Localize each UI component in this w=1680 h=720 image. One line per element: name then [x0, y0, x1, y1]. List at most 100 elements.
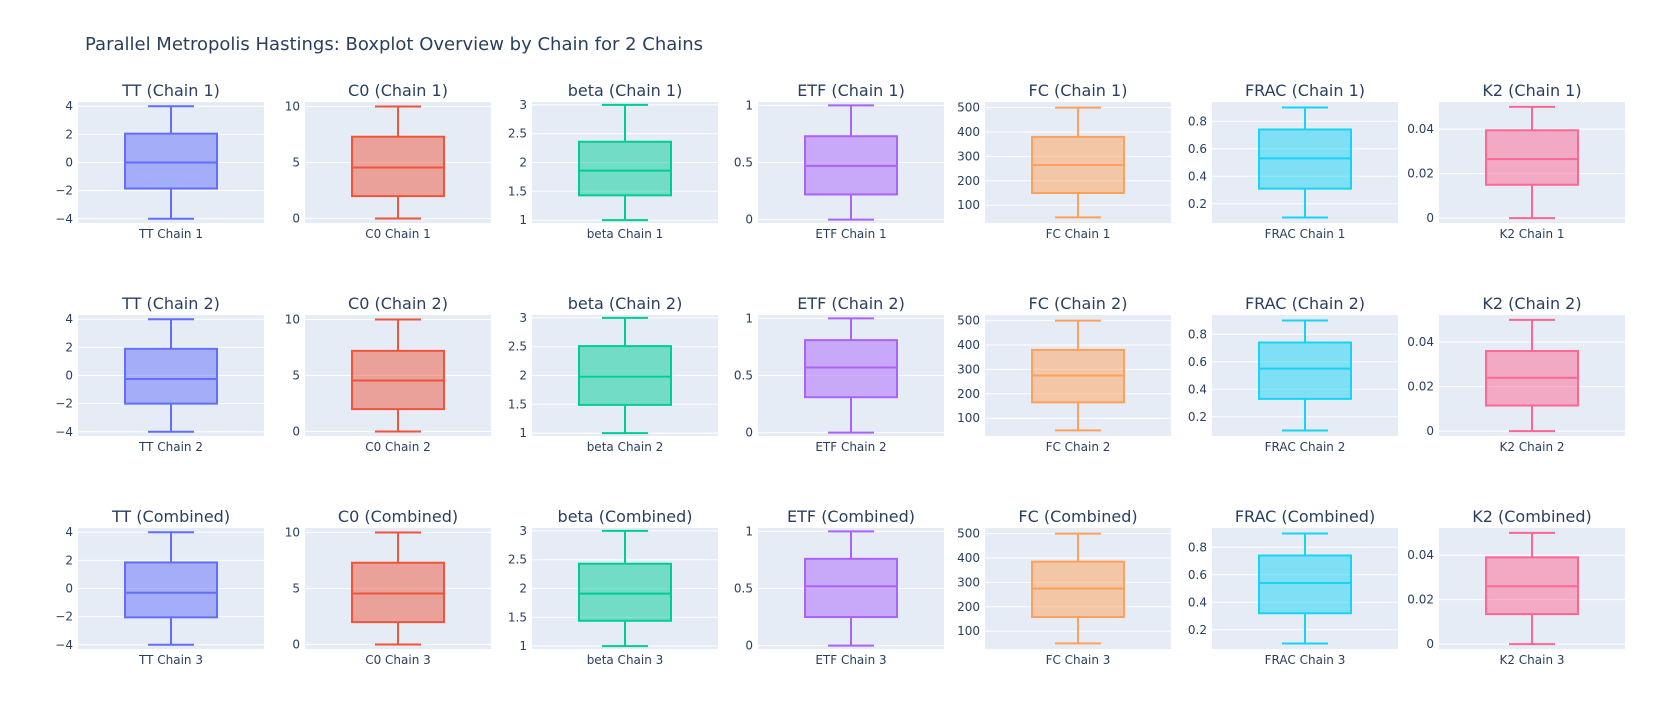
y-tick-label: 0 — [745, 639, 753, 653]
y-tick-label: −2 — [55, 397, 73, 411]
iqr-box — [578, 140, 672, 197]
subplot-title: C0 (Chain 2) — [348, 294, 448, 313]
subplot-title: FRAC (Chain 1) — [1245, 81, 1365, 100]
y-tick-label: 0.2 — [1188, 197, 1207, 211]
subplot-panel: 3 2.5 2 1.5 1 beta (Chain 2) beta Chain 2 — [508, 294, 718, 454]
y-tick-label: 0.8 — [1188, 327, 1207, 341]
y-tick-label: −4 — [55, 212, 73, 226]
y-tick-label: 0.02 — [1407, 167, 1434, 181]
y-tick-label: 0 — [65, 156, 73, 170]
iqr-box — [124, 347, 218, 405]
subplot-panel: 500 400 300 200 100 FC (Combined) FC Chain 3 — [957, 507, 1171, 667]
x-category-label: C0 Chain 2 — [365, 440, 431, 454]
x-category-label: beta Chain 1 — [587, 227, 664, 241]
y-tick-label: 10 — [285, 99, 300, 113]
y-tick-label: 2 — [65, 340, 73, 354]
subplot-panel: 0.8 0.6 0.4 0.2 FRAC (Chain 2) FRAC Chain 2 — [1188, 294, 1398, 454]
y-tick-label: −4 — [55, 425, 73, 439]
subplot-panel: 0.04 0.02 0 K2 (Chain 1) K2 Chain 1 — [1407, 81, 1625, 241]
y-tick-label: 3 — [519, 311, 527, 325]
iqr-box — [1485, 129, 1579, 186]
y-tick-label: 0.6 — [1188, 142, 1207, 156]
y-tick-label: 1 — [519, 639, 527, 653]
x-category-label: ETF Chain 1 — [815, 227, 886, 241]
y-tick-label: 100 — [957, 624, 980, 638]
y-tick-label: 0 — [65, 582, 73, 596]
y-tick-label: 2 — [519, 156, 527, 170]
y-tick-label: 4 — [65, 312, 73, 326]
x-category-label: C0 Chain 3 — [365, 653, 431, 667]
iqr-box — [578, 562, 672, 622]
y-tick-label: −2 — [55, 184, 73, 198]
y-tick-label: 0.2 — [1188, 623, 1207, 637]
x-category-label: FC Chain 1 — [1046, 227, 1111, 241]
y-tick-label: 5 — [292, 156, 300, 170]
subplot-title: ETF (Chain 2) — [797, 294, 905, 313]
iqr-box — [804, 339, 898, 399]
subplot-title: C0 (Chain 1) — [348, 81, 448, 100]
x-category-label: TT Chain 3 — [138, 653, 203, 667]
subplot-title: FC (Chain 1) — [1029, 81, 1128, 100]
y-tick-label: 0.02 — [1407, 593, 1434, 607]
y-tick-label: 300 — [957, 149, 980, 163]
subplot-title: beta (Chain 1) — [568, 81, 683, 100]
x-category-label: FRAC Chain 2 — [1265, 440, 1346, 454]
y-tick-label: 3 — [519, 98, 527, 112]
y-tick-label: 5 — [292, 582, 300, 596]
y-tick-label: 3 — [519, 524, 527, 538]
y-tick-label: 2.5 — [508, 340, 527, 354]
figure-title: Parallel Metropolis Hastings: Boxplot Ov… — [85, 34, 703, 55]
iqr-box — [804, 557, 898, 619]
y-tick-label: 4 — [65, 525, 73, 539]
y-tick-label: 0.8 — [1188, 540, 1207, 554]
y-tick-label: 1 — [745, 524, 753, 538]
y-tick-label: 0 — [292, 425, 300, 439]
y-tick-label: 10 — [285, 312, 300, 326]
y-tick-label: 500 — [957, 101, 980, 115]
subplot-title: FC (Combined) — [1018, 507, 1137, 526]
y-tick-label: −2 — [55, 610, 73, 624]
subplot-panel: 1 0.5 0 ETF (Combined) ETF Chain 3 — [734, 507, 944, 667]
subplot-title: FRAC (Chain 2) — [1245, 294, 1365, 313]
iqr-box — [1258, 554, 1352, 615]
iqr-box — [124, 561, 218, 619]
y-tick-label: 500 — [957, 314, 980, 328]
y-tick-label: 0.4 — [1188, 382, 1207, 396]
y-tick-label: 4 — [65, 99, 73, 113]
y-tick-label: 10 — [285, 525, 300, 539]
subplot-panel: 4 2 0 −2 −4 TT (Combined) TT Chain 3 — [55, 507, 264, 667]
x-category-label: ETF Chain 3 — [815, 653, 886, 667]
iqr-box — [124, 132, 218, 190]
subplot-panel: 0.8 0.6 0.4 0.2 FRAC (Chain 1) FRAC Chain 1 — [1188, 81, 1398, 241]
x-category-label: FC Chain 3 — [1046, 653, 1111, 667]
y-tick-label: 0.5 — [734, 582, 753, 596]
subplot-title: K2 (Chain 2) — [1482, 294, 1581, 313]
y-tick-label: 100 — [957, 411, 980, 425]
y-tick-label: 400 — [957, 338, 980, 352]
subplot-panel: 10 5 0 C0 (Chain 1) C0 Chain 1 — [285, 81, 491, 241]
x-category-label: ETF Chain 2 — [815, 440, 886, 454]
x-category-label: beta Chain 2 — [587, 440, 664, 454]
y-tick-label: 2 — [519, 369, 527, 383]
subplot-panel: 10 5 0 C0 (Combined) C0 Chain 3 — [285, 507, 491, 667]
y-tick-label: 2 — [519, 582, 527, 596]
subplot-panel: 4 2 0 −2 −4 TT (Chain 1) TT Chain 1 — [55, 81, 264, 241]
subplot-title: FRAC (Combined) — [1235, 507, 1375, 526]
y-tick-label: 0.5 — [734, 156, 753, 170]
x-category-label: C0 Chain 1 — [365, 227, 431, 241]
y-tick-label: 2.5 — [508, 553, 527, 567]
y-tick-label: 400 — [957, 125, 980, 139]
subplot-title: ETF (Chain 1) — [797, 81, 905, 100]
x-category-label: FRAC Chain 3 — [1265, 653, 1346, 667]
x-category-label: K2 Chain 3 — [1499, 653, 1564, 667]
x-category-label: TT Chain 1 — [138, 227, 203, 241]
y-tick-label: 0.2 — [1188, 410, 1207, 424]
y-tick-label: 0 — [65, 369, 73, 383]
y-tick-label: 400 — [957, 551, 980, 565]
y-tick-label: 2 — [65, 553, 73, 567]
subplot-title: FC (Chain 2) — [1029, 294, 1128, 313]
y-tick-label: 1 — [519, 213, 527, 227]
y-tick-label: 1 — [519, 426, 527, 440]
y-tick-label: 200 — [957, 174, 980, 188]
y-tick-label: 300 — [957, 575, 980, 589]
